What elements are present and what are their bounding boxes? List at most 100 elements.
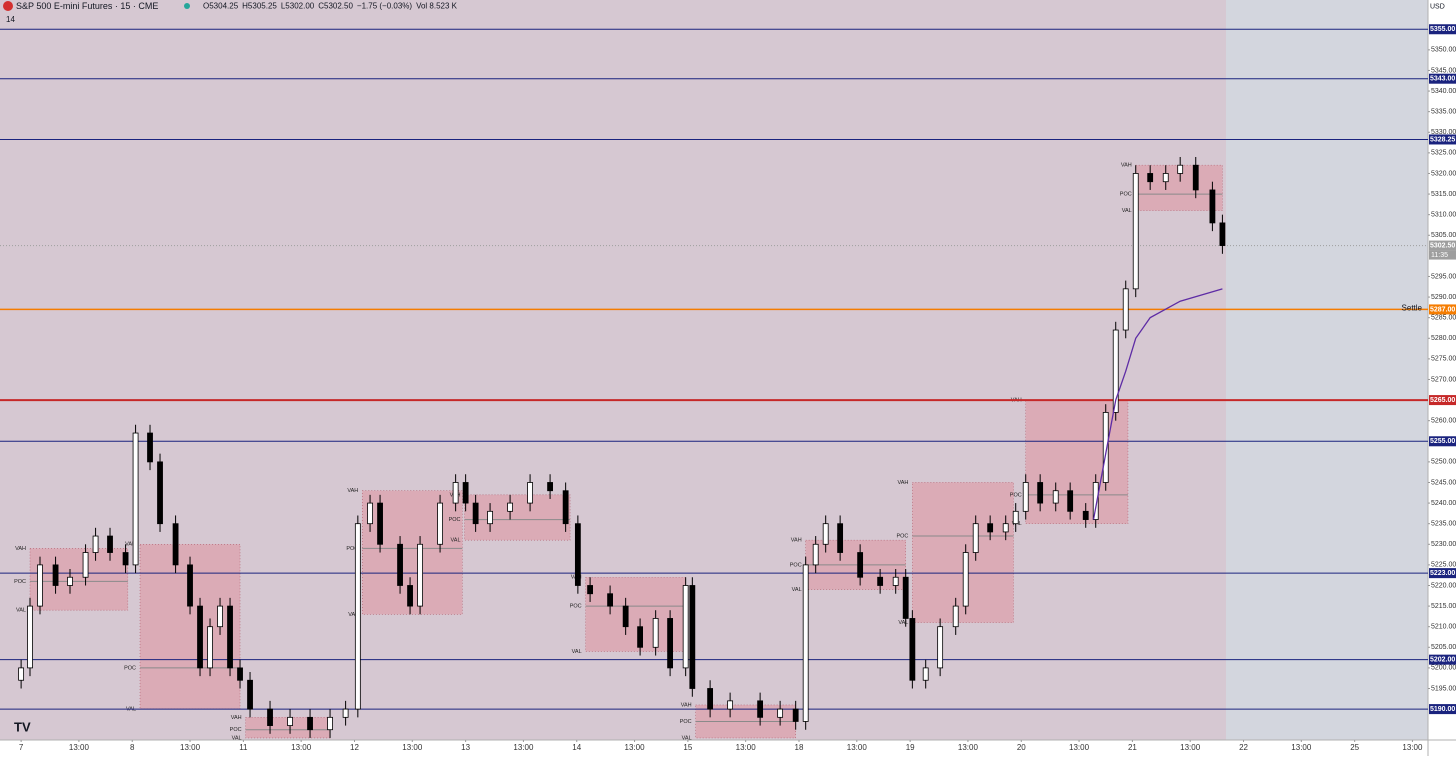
candle-body: [18, 667, 25, 681]
profile-label: VAL: [682, 735, 692, 741]
profile-label: POC: [1010, 492, 1022, 498]
y-tick-label: 5285.00: [1431, 315, 1456, 322]
y-tick-label: 5200.00: [1431, 665, 1456, 672]
candle-body: [122, 552, 129, 566]
price-tag: [1429, 704, 1456, 715]
y-tick-label: 5260.00: [1431, 418, 1456, 425]
candle-body: [667, 618, 674, 669]
y-tick-label: 5295.00: [1431, 273, 1456, 280]
candle-body: [1092, 482, 1099, 520]
price-tag: [1429, 395, 1456, 406]
y-tick-label: 5305.00: [1431, 232, 1456, 239]
indicator-count[interactable]: 14: [6, 15, 15, 24]
candle-body: [562, 490, 569, 525]
price-tag: [1429, 436, 1456, 447]
candle-body: [147, 432, 153, 463]
candle-body: [237, 667, 243, 681]
candle-body: [547, 482, 553, 492]
y-tick-label: 5195.00: [1431, 685, 1456, 692]
profile-label: POC: [1120, 192, 1132, 198]
candle-body: [487, 510, 493, 525]
x-tick-label: 20: [1017, 743, 1026, 752]
x-tick-label: 13:00: [1402, 743, 1423, 752]
future-area: [1226, 0, 1428, 740]
y-tick-label: 5210.00: [1431, 624, 1456, 631]
y-tick-label: 5350.00: [1431, 47, 1456, 54]
x-tick-label: 12: [350, 743, 359, 752]
candle-body: [757, 700, 764, 718]
x-tick-label: 15: [683, 743, 692, 752]
y-tick-label: 5270.00: [1431, 376, 1456, 383]
profile-label: POC: [680, 719, 692, 725]
price-tag-label: 5343.00: [1430, 76, 1455, 83]
y-tick-label: 5345.00: [1431, 67, 1456, 74]
candle-body: [792, 708, 799, 722]
candle-body: [1102, 412, 1109, 483]
candle-body: [1037, 482, 1044, 504]
candle-body: [652, 618, 659, 648]
y-tick-label: 5275.00: [1431, 356, 1456, 363]
ohlc-value: L5302.00: [281, 2, 315, 11]
profile-label: POC: [570, 604, 582, 610]
candle-body: [52, 564, 59, 586]
candle-body: [922, 667, 929, 681]
candle-body: [132, 432, 139, 566]
candle-body: [637, 626, 643, 648]
candle-body: [187, 564, 193, 607]
candle-body: [622, 605, 629, 628]
candle-body: [1112, 329, 1119, 413]
currency[interactable]: USD: [1430, 3, 1445, 10]
candle-body: [987, 523, 994, 533]
x-tick-label: 7: [19, 743, 24, 752]
candle-body: [462, 482, 469, 504]
price-tag-label: 5265.00: [1430, 397, 1455, 404]
y-tick-label: 5215.00: [1431, 603, 1456, 610]
price-tag-label: 5255.00: [1430, 438, 1455, 445]
candle-body: [437, 502, 443, 545]
candle-body: [172, 523, 179, 566]
price-tag: [1429, 654, 1456, 665]
y-tick-label: 5290.00: [1431, 294, 1456, 301]
x-tick-label: 13: [461, 743, 470, 752]
profile-label: VAH: [1121, 163, 1132, 169]
ohlc-value: −1.75 (−0.03%): [357, 2, 412, 11]
x-tick-label: 8: [130, 743, 135, 752]
y-tick-label: 5330.00: [1431, 129, 1456, 136]
x-tick-label: 13:00: [513, 743, 534, 752]
x-tick-label: 14: [572, 743, 581, 752]
candle-body: [1022, 482, 1029, 512]
candle-body: [1177, 164, 1184, 174]
candle-body: [1012, 510, 1019, 525]
candle-body: [507, 502, 513, 512]
candle-body: [452, 482, 459, 504]
candle-body: [342, 708, 349, 718]
price-tag-label: 5223.00: [1430, 570, 1455, 577]
x-tick-label: 11: [239, 743, 248, 752]
candle-body: [682, 585, 689, 669]
candle-body: [67, 576, 73, 586]
candle-body: [909, 618, 916, 681]
x-tick-label: 13:00: [847, 743, 868, 752]
x-tick-label: 13:00: [291, 743, 312, 752]
candle-body: [472, 502, 479, 525]
y-tick-label: 5225.00: [1431, 562, 1456, 569]
profile-label: VAL: [1122, 208, 1132, 214]
profile-label: POC: [230, 727, 242, 733]
ohlc-values: O5304.25 H5305.25 L5302.00 C5302.50 −1.75 (−…: [203, 2, 458, 11]
profile-label: VAL: [16, 608, 26, 614]
status-dot: [184, 3, 190, 9]
y-tick-label: 5240.00: [1431, 500, 1456, 507]
candle-body: [1067, 490, 1074, 512]
y-tick-label: 5205.00: [1431, 644, 1456, 651]
candle-body: [227, 605, 233, 669]
candle-body: [1122, 288, 1129, 331]
profile-label: VAL: [1012, 521, 1022, 527]
price-tag-label: 5202.00: [1430, 656, 1455, 663]
x-tick-label: 25: [1350, 743, 1359, 752]
candle-body: [1082, 510, 1089, 520]
x-tick-label: 13:00: [625, 743, 646, 752]
candle-body: [107, 535, 113, 553]
candle-body: [92, 535, 99, 553]
x-tick-label: 13:00: [736, 743, 757, 752]
